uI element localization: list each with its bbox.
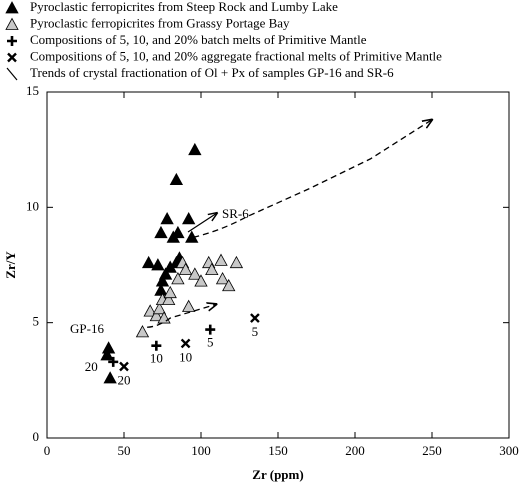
trend-line xyxy=(193,120,432,238)
point xyxy=(194,274,208,287)
x-tick-label: 100 xyxy=(191,443,211,458)
point xyxy=(205,324,216,335)
x-tick-label: 150 xyxy=(268,443,288,458)
legend-label: Compositions of 5, 10, and 20% aggregate… xyxy=(30,48,442,63)
legend-label: Compositions of 5, 10, and 20% batch mel… xyxy=(30,32,367,47)
point xyxy=(178,262,193,276)
y-tick-label: 15 xyxy=(26,83,39,98)
legend-marker xyxy=(7,52,17,63)
legend-marker xyxy=(5,17,19,30)
point xyxy=(135,325,150,338)
x-axis-title: Zr (ppm) xyxy=(252,467,303,482)
point xyxy=(143,304,157,317)
point xyxy=(166,230,180,243)
point xyxy=(154,283,168,296)
point xyxy=(154,225,168,239)
y-tick-label: 10 xyxy=(26,198,39,213)
point-label: 20 xyxy=(118,372,131,387)
point xyxy=(188,142,202,156)
point xyxy=(182,212,196,225)
point-label: 5 xyxy=(207,335,214,350)
x-tick-label: 300 xyxy=(499,443,519,458)
point xyxy=(250,313,260,323)
point xyxy=(151,340,162,351)
x-tick-label: 0 xyxy=(44,443,51,458)
legend-label: Pyroclastic ferropicrites from Grassy Po… xyxy=(30,15,290,30)
point xyxy=(103,371,117,384)
legend-label: Pyroclastic ferropicrites from Steep Roc… xyxy=(30,0,338,14)
point xyxy=(215,272,230,285)
trend-line xyxy=(147,304,216,328)
point xyxy=(119,361,129,372)
point xyxy=(161,292,176,305)
legend-marker xyxy=(6,67,18,81)
x-tick-label: 200 xyxy=(345,443,365,458)
point xyxy=(222,278,236,292)
point xyxy=(160,212,174,225)
annotation: GP-16 xyxy=(70,321,104,336)
y-axis-title: Zr/Y xyxy=(3,251,18,279)
annotation: SR-6 xyxy=(222,206,249,221)
point-label: 10 xyxy=(179,349,192,364)
point xyxy=(171,272,185,285)
point-label: 20 xyxy=(85,359,98,374)
point xyxy=(152,301,167,315)
y-tick-label: 5 xyxy=(33,314,40,329)
point xyxy=(180,338,191,349)
point xyxy=(205,262,219,276)
point xyxy=(100,348,114,361)
point xyxy=(163,285,177,299)
legend-marker xyxy=(7,36,17,46)
point xyxy=(229,255,244,269)
point xyxy=(141,255,156,269)
point xyxy=(214,253,228,266)
point-label: 5 xyxy=(252,324,259,339)
legend-label: Trends of crystal fractionation of Ol + … xyxy=(30,65,394,80)
point xyxy=(169,172,184,186)
x-tick-label: 50 xyxy=(118,443,131,458)
point xyxy=(155,274,170,287)
x-tick-label: 250 xyxy=(422,443,442,458)
legend-marker xyxy=(5,1,19,14)
plot-frame xyxy=(46,91,510,439)
point xyxy=(108,356,119,367)
point xyxy=(163,260,177,273)
point xyxy=(188,267,202,280)
point-label: 10 xyxy=(150,351,163,366)
point xyxy=(151,258,165,271)
y-tick-label: 0 xyxy=(33,429,40,444)
annotation-arrow xyxy=(187,213,217,233)
point xyxy=(182,299,196,312)
point xyxy=(149,308,164,322)
